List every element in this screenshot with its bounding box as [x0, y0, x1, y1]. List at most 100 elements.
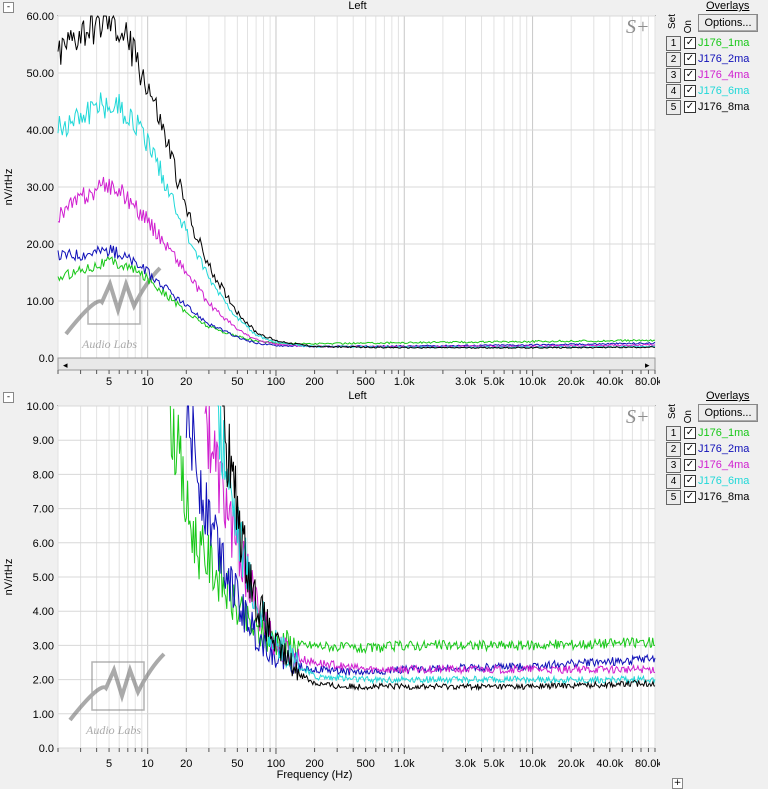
overlay-name: J176_1ma	[698, 427, 750, 439]
overlay-row[interactable]: 5 ✓ J176_8ma	[666, 490, 766, 505]
overlays-title[interactable]: Overlays	[706, 0, 750, 12]
x-tick-label: 50	[231, 758, 243, 770]
y-axis-label: nV/rtHz	[3, 169, 15, 206]
overlay-set-button[interactable]: 4	[666, 84, 681, 99]
overlay-on-checkbox[interactable]: ✓	[684, 475, 696, 487]
overlay-set-button[interactable]: 3	[666, 68, 681, 83]
y-tick-label: 7.00	[33, 504, 54, 516]
options-button[interactable]: Options...	[698, 14, 758, 32]
overlay-row[interactable]: 4 ✓ J176_6ma	[666, 84, 766, 99]
logo-frame	[91, 661, 145, 711]
overlay-on-checkbox[interactable]: ✓	[684, 53, 696, 65]
overlay-on-checkbox[interactable]: ✓	[684, 459, 696, 471]
series-line-J176_8ma	[57, 14, 656, 349]
collapse-button[interactable]: -	[3, 392, 14, 403]
watermark-text: Audio Labs	[81, 337, 137, 351]
overlay-set-button[interactable]: 1	[666, 36, 681, 51]
y-tick-label: 60.00	[26, 11, 54, 23]
overlay-row[interactable]: 3 ✓ J176_4ma	[666, 458, 766, 473]
x-tick-label: 40.0k	[596, 376, 623, 388]
scroll-right-arrow: ▸	[645, 361, 650, 371]
overlay-name: J176_8ma	[698, 101, 750, 113]
overlay-row[interactable]: 3 ✓ J176_4ma	[666, 68, 766, 83]
y-tick-label: 8.00	[33, 469, 54, 481]
x-tick-label: 80.0k	[635, 376, 660, 388]
x-tick-label: 5	[106, 758, 112, 770]
overlay-name: J176_6ma	[698, 475, 750, 487]
logo-s-plus: S+	[626, 406, 650, 428]
x-tick-label: 50	[231, 376, 243, 388]
x-tick-label: 3.0k	[455, 758, 476, 770]
overlay-row[interactable]: 1 ✓ J176_1ma	[666, 36, 766, 51]
x-tick-label: 3.0k	[455, 376, 476, 388]
overlay-set-button[interactable]: 2	[666, 442, 681, 457]
y-tick-label: 0.0	[39, 353, 54, 365]
y-tick-label: 50.00	[26, 68, 54, 80]
overlay-on-checkbox[interactable]: ✓	[684, 69, 696, 81]
series-line-J176_1ma	[57, 255, 655, 345]
y-tick-label: 20.00	[26, 239, 54, 251]
y-tick-label: 9.00	[33, 435, 54, 447]
y-tick-label: 1.00	[33, 709, 54, 721]
overlay-on-checkbox[interactable]: ✓	[684, 443, 696, 455]
y-tick-label: 3.00	[33, 640, 54, 652]
options-button[interactable]: Options...	[698, 404, 758, 422]
overlay-set-button[interactable]: 5	[666, 100, 681, 115]
x-tick-label: 5	[106, 376, 112, 388]
on-header: On	[683, 20, 694, 34]
overlay-on-checkbox[interactable]: ✓	[684, 37, 696, 49]
overlay-row[interactable]: 2 ✓ J176_2ma	[666, 442, 766, 457]
x-tick-label: 200	[305, 758, 323, 770]
y-tick-label: 10.00	[26, 296, 54, 308]
x-tick-label: 500	[356, 376, 374, 388]
overlay-row[interactable]: 1 ✓ J176_1ma	[666, 426, 766, 441]
overlay-name: J176_4ma	[698, 69, 750, 81]
x-tick-label: 1.0k	[394, 376, 415, 388]
y-tick-label: 30.00	[26, 182, 54, 194]
scroll-left-arrow: ◂	[63, 361, 68, 371]
overlay-on-checkbox[interactable]: ✓	[684, 101, 696, 113]
logo-s-plus: S+	[626, 16, 650, 38]
y-tick-label: 6.00	[33, 538, 54, 550]
top-chart-panel: - Left Audio Labs 0.0 10.00 20.00 30.00 40.00…	[0, 0, 768, 388]
x-tick-label: 500	[356, 758, 374, 770]
overlay-set-button[interactable]: 3	[666, 458, 681, 473]
x-tick-label: 100	[267, 758, 285, 770]
x-tick-label: 10.0k	[519, 758, 546, 770]
overlays-title[interactable]: Overlays	[706, 390, 750, 402]
overlay-set-button[interactable]: 2	[666, 52, 681, 67]
x-tick-label: 1.0k	[394, 758, 415, 770]
x-tick-label: 20.0k	[558, 376, 585, 388]
expand-button[interactable]: +	[672, 778, 683, 789]
overlay-on-checkbox[interactable]: ✓	[684, 491, 696, 503]
overlay-name: J176_4ma	[698, 459, 750, 471]
overlay-set-button[interactable]: 4	[666, 474, 681, 489]
bottom-chart-panel: - Left Audio Labs 0.0 1.00 2.00 3.00 4.00 5.00…	[0, 390, 768, 781]
x-tick-label: 10.0k	[519, 376, 546, 388]
y-tick-label: 10.00	[26, 401, 54, 413]
overlay-set-button[interactable]: 5	[666, 490, 681, 505]
series-line-J176_8ma	[222, 405, 656, 692]
on-header: On	[683, 410, 694, 424]
x-tick-label: 200	[305, 376, 323, 388]
grid	[57, 15, 656, 359]
overlay-name: J176_2ma	[698, 53, 750, 65]
series-line-J176_6ma	[217, 405, 656, 685]
x-tick-label: 20	[180, 376, 192, 388]
logo-swoosh	[68, 652, 166, 722]
x-tick-label: 20	[180, 758, 192, 770]
x-tick-label: 10	[142, 758, 154, 770]
watermark-text: Audio Labs	[85, 723, 141, 737]
x-tick-label: 80.0k	[635, 758, 660, 770]
overlay-row[interactable]: 2 ✓ J176_2ma	[666, 52, 766, 67]
x-tick-label: 40.0k	[596, 758, 623, 770]
collapse-button[interactable]: -	[3, 2, 14, 13]
y-axis-label: nV/rtHz	[3, 559, 15, 596]
overlay-set-button[interactable]: 1	[666, 426, 681, 441]
chart-area: Audio Labs 0.0 1.00 2.00 3.00 4.00 5.00 6.00 7.0…	[3, 401, 660, 781]
overlay-on-checkbox[interactable]: ✓	[684, 427, 696, 439]
x-tick-label: 10	[142, 376, 154, 388]
overlay-on-checkbox[interactable]: ✓	[684, 85, 696, 97]
overlay-row[interactable]: 4 ✓ J176_6ma	[666, 474, 766, 489]
overlay-row[interactable]: 5 ✓ J176_8ma	[666, 100, 766, 115]
